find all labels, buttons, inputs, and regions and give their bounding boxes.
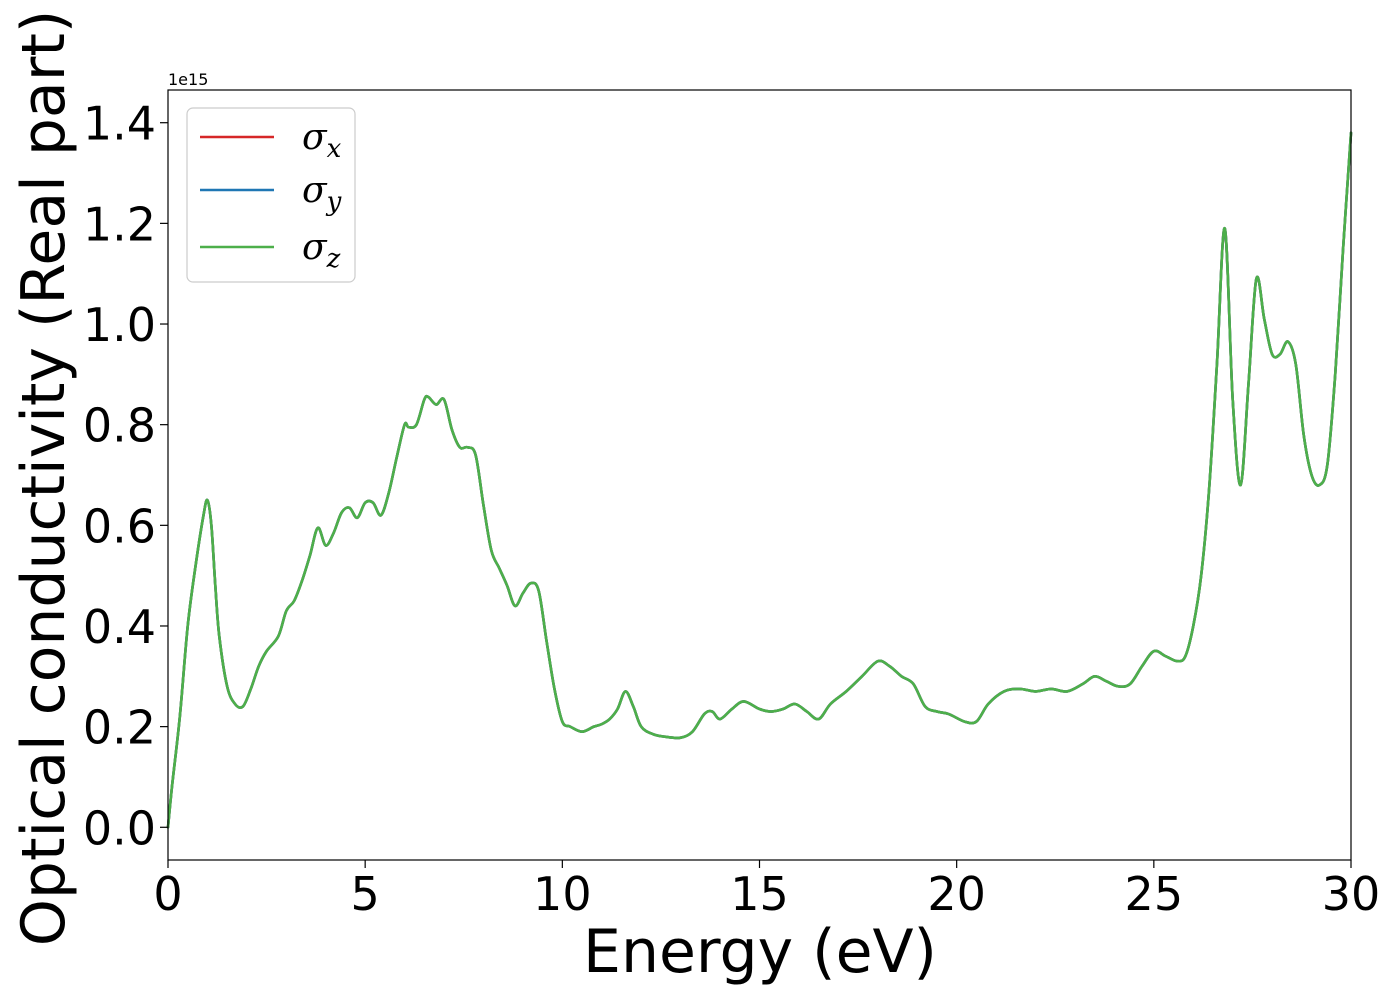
- y-tick-label: 0.2: [83, 701, 156, 755]
- y-tick-label: 0.0: [83, 801, 156, 855]
- y-tick-label: 1.4: [83, 97, 156, 151]
- legend-box: [186, 107, 356, 283]
- x-axis-label: Energy (eV): [583, 917, 937, 987]
- y-tick-label: 1.2: [83, 197, 156, 251]
- y-axis-label: Optical conductivity (Real part): [9, 10, 79, 947]
- x-tick-label: 15: [730, 867, 789, 921]
- x-tick-label: 25: [1125, 867, 1184, 921]
- y-axis-ticks: 0.0 0.2 0.4 0.6 0.8 1.0 1.2 1.4: [83, 97, 168, 855]
- x-tick-label: 0: [153, 867, 182, 921]
- series-line-3: [166, 131, 1353, 829]
- x-axis-ticks: 0 5 10 15 20 25 30: [153, 860, 1380, 921]
- x-tick-label: 20: [927, 867, 986, 921]
- x-tick-label: 10: [533, 867, 592, 921]
- y-tick-label: 0.8: [83, 399, 156, 453]
- y-tick-label: 0.4: [83, 600, 156, 654]
- series-lines: [166, 131, 1353, 829]
- y-offset-label: 1e15: [168, 70, 208, 89]
- x-tick-label: 5: [351, 867, 380, 921]
- y-tick-label: 1.0: [83, 298, 156, 352]
- x-tick-label: 30: [1322, 867, 1381, 921]
- y-tick-label: 0.6: [83, 499, 156, 553]
